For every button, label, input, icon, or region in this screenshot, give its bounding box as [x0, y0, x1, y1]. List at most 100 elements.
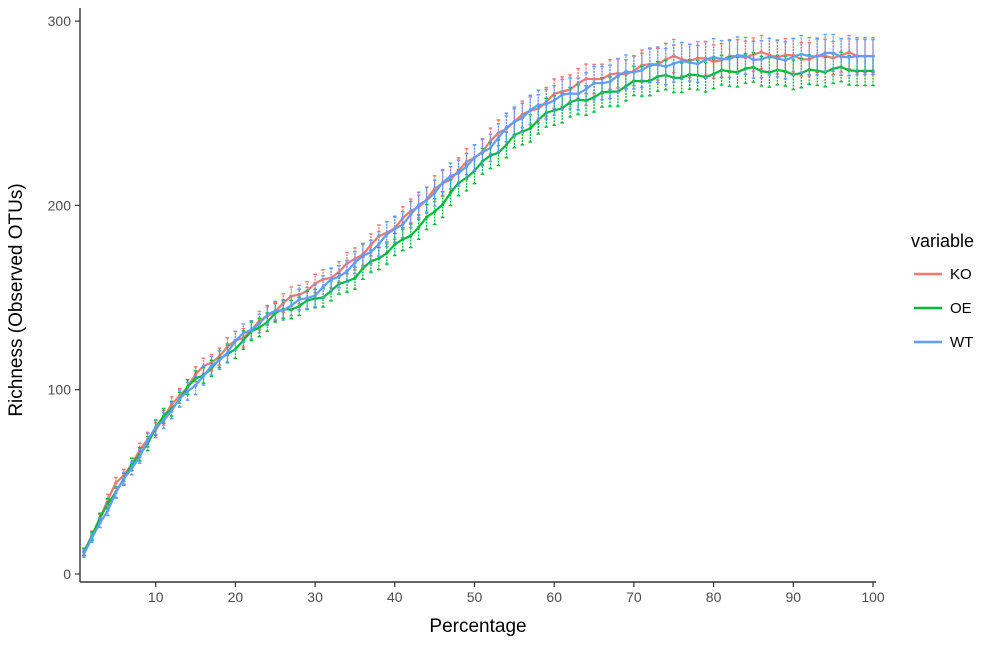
- data-point: [560, 93, 564, 97]
- x-tick-label: 100: [861, 589, 885, 605]
- legend-item-oe: OE: [914, 300, 972, 317]
- data-point: [735, 53, 740, 58]
- legend: variable KO OE WT: [911, 231, 974, 351]
- data-point: [313, 294, 317, 298]
- data-point: [106, 508, 110, 513]
- data-point: [608, 72, 612, 77]
- data-point: [425, 198, 429, 202]
- y-tick-label: 100: [48, 382, 72, 398]
- x-tick-label: 20: [228, 589, 244, 605]
- series-wt: [82, 33, 875, 559]
- data-point: [496, 136, 501, 140]
- data-point: [385, 232, 389, 236]
- data-point: [624, 70, 628, 74]
- x-tick-label: 80: [706, 589, 722, 605]
- data-point: [608, 80, 612, 84]
- data-point: [544, 102, 548, 106]
- data-point: [305, 296, 309, 300]
- data-point: [584, 87, 588, 91]
- data-point: [170, 408, 174, 413]
- data-point: [337, 275, 341, 279]
- x-tick-label: 40: [387, 589, 403, 605]
- data-point: [863, 54, 867, 58]
- data-point: [257, 325, 261, 330]
- data-point: [377, 256, 381, 261]
- y-tick-label: 0: [63, 566, 71, 582]
- data-point: [488, 154, 493, 158]
- data-point: [154, 425, 158, 429]
- data-point: [345, 269, 349, 273]
- data-point: [632, 79, 636, 83]
- data-point: [369, 250, 373, 254]
- data-point: [783, 58, 787, 62]
- data-point: [313, 296, 317, 301]
- legend-item-wt: WT: [914, 334, 973, 351]
- y-axis-title: Richness (Observed OTUs): [6, 183, 27, 416]
- data-point: [193, 383, 198, 388]
- data-point: [122, 476, 126, 481]
- data-point: [170, 402, 174, 406]
- data-point: [353, 261, 357, 265]
- data-point: [409, 234, 413, 238]
- data-point: [696, 62, 700, 66]
- data-point: [185, 389, 190, 393]
- x-tick-label: 90: [786, 589, 802, 605]
- data-point: [807, 54, 811, 58]
- data-point: [433, 209, 437, 214]
- legend-item-ko: KO: [914, 266, 972, 283]
- data-point: [576, 92, 580, 96]
- data-point: [329, 277, 333, 282]
- data-point: [680, 59, 684, 63]
- data-point: [640, 68, 644, 72]
- y-tick-label: 300: [48, 13, 72, 29]
- data-point: [233, 339, 237, 343]
- data-point: [472, 156, 477, 160]
- data-point: [672, 54, 676, 58]
- data-point: [656, 63, 660, 67]
- legend-label: OE: [950, 300, 972, 317]
- data-point: [831, 51, 835, 55]
- data-point: [209, 364, 214, 368]
- data-point: [114, 481, 118, 485]
- data-point: [616, 74, 620, 78]
- data-point: [146, 438, 150, 442]
- legend-label: KO: [950, 266, 972, 283]
- data-point: [353, 257, 357, 261]
- series-line-wt: [83, 51, 873, 555]
- data-point: [688, 61, 692, 65]
- data-point: [281, 308, 285, 313]
- data-point: [552, 98, 556, 102]
- data-point: [393, 242, 397, 247]
- data-point: [719, 57, 724, 61]
- data-point: [831, 67, 835, 71]
- data-point: [162, 418, 166, 423]
- data-point: [289, 303, 293, 308]
- data-point: [528, 108, 532, 112]
- data-point: [592, 77, 596, 81]
- series-line-ko: [83, 50, 873, 553]
- data-point: [369, 259, 373, 263]
- data-point: [441, 202, 445, 207]
- data-point: [743, 54, 748, 58]
- y-tick-label: 200: [48, 197, 72, 213]
- data-point: [823, 51, 827, 55]
- data-point: [767, 55, 771, 59]
- data-point: [361, 254, 365, 258]
- data-point: [847, 50, 851, 54]
- data-point: [217, 358, 222, 362]
- data-point: [425, 215, 429, 219]
- data-point: [648, 63, 652, 67]
- data-point: [640, 79, 644, 84]
- data-point: [704, 58, 708, 62]
- data-point: [576, 81, 580, 85]
- x-axis-title: Percentage: [429, 616, 526, 637]
- data-point: [297, 297, 301, 302]
- data-point: [839, 65, 843, 69]
- series-ko: [82, 34, 875, 557]
- data-point: [767, 70, 771, 75]
- data-point: [241, 331, 245, 335]
- data-point: [847, 68, 851, 72]
- data-point: [321, 285, 325, 289]
